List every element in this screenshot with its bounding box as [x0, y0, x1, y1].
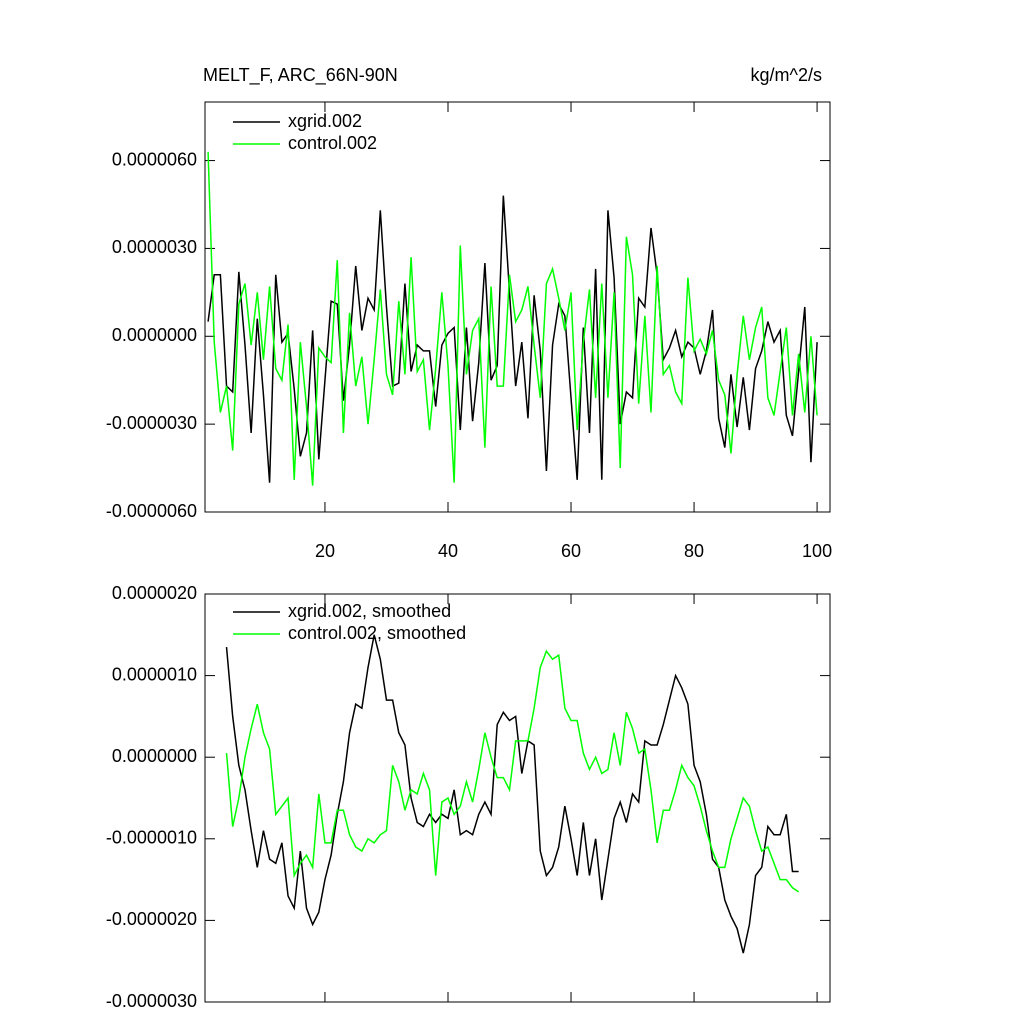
data-line [225, 649, 800, 893]
y-tick-label: 0.0000000 [112, 746, 197, 766]
y-tick-label: 0.0000020 [112, 583, 197, 603]
data-line [207, 151, 818, 486]
y-tick-label: -0.0000060 [106, 501, 197, 521]
x-tick-label: 20 [315, 541, 335, 561]
units-label: kg/m^2/s [751, 65, 822, 85]
y-tick-label: -0.0000020 [106, 909, 197, 929]
y-tick-label: 0.0000000 [112, 325, 197, 345]
chart-title: MELT_F, ARC_66N-90N [203, 65, 398, 86]
x-tick-label: 40 [438, 541, 458, 561]
y-tick-label: 0.0000010 [112, 664, 197, 684]
plot-frame [204, 101, 831, 513]
legend-label: xgrid.002 [288, 111, 362, 131]
y-tick-label: -0.0000010 [106, 828, 197, 848]
data-line [207, 195, 818, 483]
y-tick-label: 0.0000030 [112, 237, 197, 257]
x-tick-label: 80 [684, 541, 704, 561]
x-tick-label: 100 [802, 541, 832, 561]
y-tick-label: -0.0000030 [106, 413, 197, 433]
legend-label: control.002, smoothed [288, 623, 466, 643]
y-tick-label: -0.0000030 [106, 991, 197, 1011]
legend-label: control.002 [288, 133, 377, 153]
data-line [225, 634, 799, 954]
plot-frame [204, 593, 831, 1003]
y-tick-label: 0.0000060 [112, 149, 197, 169]
x-tick-label: 60 [561, 541, 581, 561]
legend-label: xgrid.002, smoothed [288, 601, 451, 621]
